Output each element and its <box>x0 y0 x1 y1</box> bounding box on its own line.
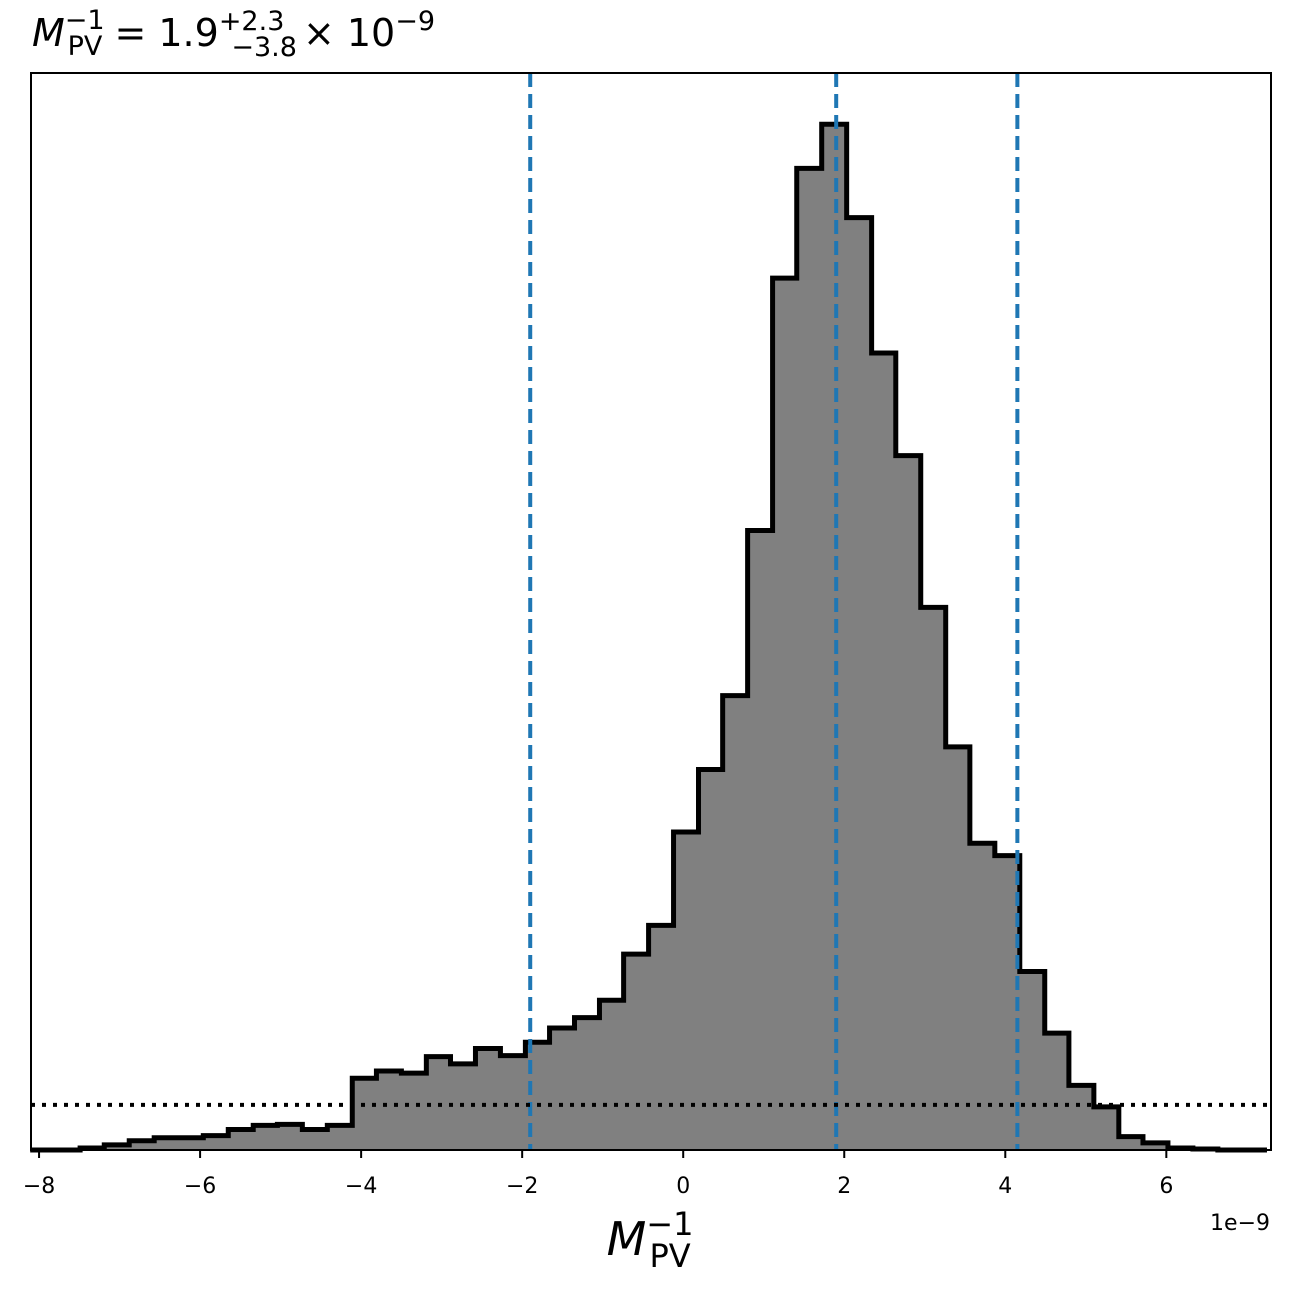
x-tick-label: 4 <box>998 1174 1012 1199</box>
title-value: = 1.9 <box>102 11 218 55</box>
histogram-bar <box>574 1017 600 1150</box>
histogram-bar <box>969 843 996 1150</box>
histogram-bar <box>945 746 971 1150</box>
histogram-bar <box>599 1000 625 1150</box>
histogram-bar <box>772 278 798 1151</box>
histogram-outline <box>30 121 1267 1153</box>
x-tick-label: −2 <box>506 1174 538 1199</box>
title-subscript: PV <box>68 31 103 62</box>
histogram-bar <box>203 1135 229 1150</box>
histogram-bar <box>228 1129 254 1150</box>
histogram-bar <box>352 1078 377 1150</box>
histogram-bar <box>648 925 675 1150</box>
histogram-bar <box>1019 971 1046 1150</box>
plot-area <box>30 73 1271 1153</box>
percentile-lines <box>528 73 1020 1150</box>
histogram-bar <box>722 695 749 1150</box>
xlabel-symbol: M <box>607 1212 647 1266</box>
histogram-bar <box>747 530 774 1150</box>
histogram-bar <box>401 1073 427 1150</box>
x-tick-label: 2 <box>837 1174 851 1199</box>
histogram-bar <box>179 1137 204 1150</box>
x-tick-label: −8 <box>23 1174 55 1199</box>
histogram-bar <box>698 769 724 1150</box>
histogram-bar <box>450 1063 476 1150</box>
histogram-bar <box>796 168 823 1151</box>
title-lower-error: −3.8 <box>231 32 297 63</box>
histogram-bar <box>104 1144 130 1150</box>
histogram-bar <box>846 217 873 1150</box>
chart-title: M−1 PV = 1.9+2.3 −3.8 × 10−9 <box>32 5 435 63</box>
histogram-bar <box>920 607 947 1150</box>
histogram-bar <box>1068 1085 1095 1150</box>
x-axis-label: M−1 PV <box>607 1205 694 1275</box>
histogram-bar <box>895 455 922 1150</box>
x-tick-label: −6 <box>184 1174 216 1199</box>
histogram-bar <box>129 1140 155 1150</box>
x-axis-ticks: −8 −6 −4 −2 0 2 4 6 <box>23 1150 1173 1199</box>
histogram-bar <box>475 1048 501 1150</box>
histogram-bar <box>253 1125 278 1150</box>
title-upper-error: +2.3 <box>219 6 285 37</box>
title-symbol: M <box>32 11 65 55</box>
histogram-bar <box>871 353 897 1150</box>
histogram-bar <box>1044 1033 1070 1150</box>
plot-frame <box>30 72 1272 1151</box>
histogram-bar <box>376 1071 402 1150</box>
histogram-bar <box>673 832 700 1150</box>
histogram-bars <box>80 124 1219 1151</box>
histogram-bar <box>1093 1106 1120 1150</box>
histogram-bar <box>549 1027 576 1150</box>
histogram-bar <box>500 1055 526 1150</box>
xlabel-superscript: −1 <box>646 1205 693 1243</box>
title-superscript: −1 <box>65 5 105 36</box>
histogram-bar <box>1142 1142 1169 1150</box>
title-times: × 10 <box>303 11 395 55</box>
x-tick-label: −4 <box>345 1174 377 1199</box>
histogram-bar <box>327 1125 353 1150</box>
x-tick-label: 0 <box>676 1174 690 1199</box>
title-exponent: −9 <box>395 6 435 37</box>
xlabel-subscript: PV <box>649 1237 690 1275</box>
histogram-bar <box>623 954 650 1150</box>
x-offset-text: 1e−9 <box>1210 1211 1270 1236</box>
histogram-bar <box>154 1137 180 1150</box>
histogram-bar <box>302 1129 328 1150</box>
x-tick-label: 6 <box>1159 1174 1173 1199</box>
histogram-bar <box>277 1124 303 1150</box>
histogram-bar <box>821 124 848 1150</box>
histogram-bar <box>1118 1136 1144 1150</box>
